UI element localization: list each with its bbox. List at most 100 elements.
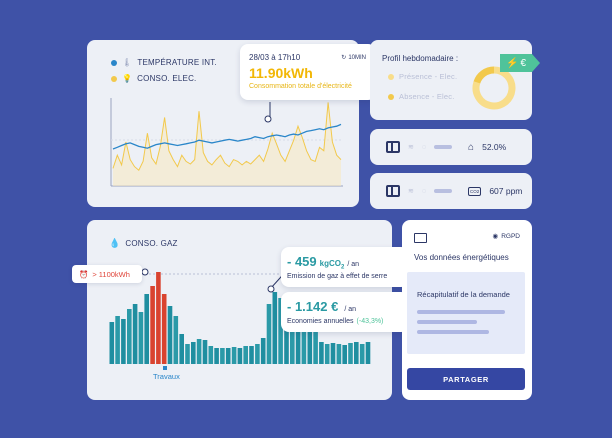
gas-bar[interactable] bbox=[144, 294, 149, 364]
emission-value: - 459 bbox=[287, 254, 317, 269]
tooltip-interval: ↻ 10MIN bbox=[341, 54, 366, 62]
gas-bar[interactable] bbox=[284, 304, 289, 364]
gas-bar[interactable] bbox=[336, 344, 342, 364]
gas-bar[interactable] bbox=[354, 342, 359, 364]
gas-bar[interactable] bbox=[301, 324, 307, 364]
savings-pct: (-43,3%) bbox=[356, 318, 384, 325]
gas-bar[interactable] bbox=[313, 332, 318, 364]
share-button[interactable]: PARTAGER bbox=[407, 368, 525, 390]
alarm-icon: ⏰ bbox=[79, 269, 89, 279]
gas-title: CONSO. GAZ bbox=[125, 239, 178, 248]
gas-bar[interactable] bbox=[115, 316, 120, 364]
works-marker bbox=[163, 366, 167, 370]
co2-value: 607 ppm bbox=[489, 186, 523, 196]
gas-bar[interactable] bbox=[342, 345, 347, 364]
gas-alert-pill[interactable]: ⏰ > 1100kWh bbox=[72, 265, 142, 283]
gas-bar[interactable] bbox=[202, 340, 208, 364]
co2-icon: CO2 bbox=[468, 186, 482, 196]
electricity-line bbox=[112, 102, 342, 171]
flame-icon: 💧 bbox=[109, 238, 121, 248]
mail-icon bbox=[414, 233, 427, 243]
gas-bar[interactable] bbox=[231, 347, 237, 364]
gas-bar[interactable] bbox=[278, 298, 283, 364]
gas-bar[interactable] bbox=[132, 304, 138, 364]
gas-bar[interactable] bbox=[156, 272, 161, 364]
gas-bar[interactable] bbox=[255, 344, 260, 364]
gas-bar[interactable] bbox=[208, 346, 214, 364]
summary-line-1 bbox=[417, 310, 505, 314]
sensor-bar-2 bbox=[434, 189, 453, 193]
gas-bar[interactable] bbox=[330, 343, 336, 364]
wifi-icon-2: ≋ bbox=[408, 188, 414, 195]
gas-bar[interactable] bbox=[138, 312, 144, 364]
summary-line-2 bbox=[417, 320, 477, 324]
gas-bar[interactable] bbox=[319, 342, 324, 364]
gas-bar[interactable] bbox=[365, 342, 371, 364]
legend-temp-label: TEMPÉRATURE INT. bbox=[137, 58, 217, 67]
alert-point[interactable] bbox=[141, 268, 149, 276]
gas-bar-chart bbox=[109, 267, 371, 370]
sensor-co2-card[interactable]: ≋ ◌ CO2 607 ppm bbox=[370, 173, 532, 209]
temperature-line bbox=[112, 123, 342, 150]
gas-bar[interactable] bbox=[214, 348, 219, 364]
gas-bar[interactable] bbox=[243, 346, 248, 364]
gas-bar[interactable] bbox=[237, 348, 243, 364]
emission-unit-main: kgCO bbox=[319, 259, 341, 268]
summary-title: Récapitulatif de la demande bbox=[417, 290, 510, 299]
gas-bar[interactable] bbox=[150, 286, 155, 364]
rgpd-icon: ◉ bbox=[492, 233, 499, 240]
savings-caption: Economies annuelles bbox=[287, 318, 354, 325]
emission-caption: Emission de gaz à effet de serre bbox=[287, 273, 388, 280]
wifi-icon: ≋ bbox=[408, 144, 414, 151]
gas-bar[interactable] bbox=[249, 346, 254, 364]
legend-electricity[interactable]: 💡 CONSO. ELEC. bbox=[111, 74, 196, 83]
privacy-card: ◉ RGPD Vos données énergétiques Récapitu… bbox=[402, 220, 532, 400]
tooltip-caption: Consommation totale d'électricité bbox=[249, 83, 352, 90]
emission-tooltip: - 459 kgCO2 / an Emission de gaz à effet… bbox=[281, 247, 409, 287]
gas-title-row: 💧 CONSO. GAZ bbox=[109, 238, 178, 249]
gas-bar[interactable] bbox=[266, 304, 272, 364]
gas-bar[interactable] bbox=[179, 334, 184, 364]
gas-bar[interactable] bbox=[127, 309, 132, 364]
window-icon-2 bbox=[386, 185, 400, 197]
works-label: Travaux bbox=[153, 372, 180, 381]
euro-badge[interactable]: ⚡ € bbox=[500, 54, 540, 72]
temperature-dot-icon bbox=[111, 59, 117, 66]
sensor-humidity-card[interactable]: ≋ ◌ ⌂ 52.0% bbox=[370, 129, 532, 165]
savings-tooltip: - 1.142 € / an Economies annuelles (-43,… bbox=[281, 292, 409, 332]
gas-bar[interactable] bbox=[225, 348, 231, 364]
elec-area bbox=[113, 102, 341, 186]
savings-per: / an bbox=[344, 306, 357, 313]
legend-temperature[interactable]: 🌡 TEMPÉRATURE INT. bbox=[111, 58, 217, 67]
emission-per: / an bbox=[347, 261, 360, 268]
privacy-title: Vos données énergétiques bbox=[414, 253, 509, 262]
tooltip-date: 28/03 à 17h10 bbox=[249, 53, 301, 62]
signal-icon-2: ◌ bbox=[421, 187, 427, 195]
gas-bar[interactable] bbox=[307, 330, 313, 364]
gas-bar[interactable] bbox=[167, 306, 173, 364]
gas-bar[interactable] bbox=[185, 344, 190, 364]
gas-bar[interactable] bbox=[295, 316, 301, 364]
gas-bar[interactable] bbox=[260, 338, 266, 364]
legend-absence: Absence - Elec. bbox=[388, 92, 455, 101]
gas-bar[interactable] bbox=[324, 344, 330, 364]
gas-bar[interactable] bbox=[272, 292, 278, 364]
gas-bar[interactable] bbox=[173, 316, 179, 364]
tooltip-interval-label: 10MIN bbox=[348, 54, 366, 61]
hover-point[interactable] bbox=[264, 115, 272, 123]
emission-point[interactable] bbox=[267, 285, 275, 293]
gas-bar[interactable] bbox=[220, 348, 225, 364]
refresh-icon: ↻ bbox=[341, 55, 347, 61]
gas-bar[interactable] bbox=[109, 322, 115, 364]
gas-bar[interactable] bbox=[191, 342, 196, 364]
bulb-icon: 💡 bbox=[122, 74, 133, 83]
humidity-value: 52.0% bbox=[482, 142, 507, 152]
gas-bar[interactable] bbox=[359, 344, 365, 364]
gas-bar[interactable] bbox=[161, 294, 167, 364]
sensor-bar bbox=[434, 145, 453, 149]
gas-bar[interactable] bbox=[348, 343, 353, 364]
gas-bar[interactable] bbox=[290, 309, 295, 364]
gas-bar[interactable] bbox=[196, 339, 202, 364]
summary-line-3 bbox=[417, 330, 489, 334]
gas-bar[interactable] bbox=[121, 319, 126, 364]
